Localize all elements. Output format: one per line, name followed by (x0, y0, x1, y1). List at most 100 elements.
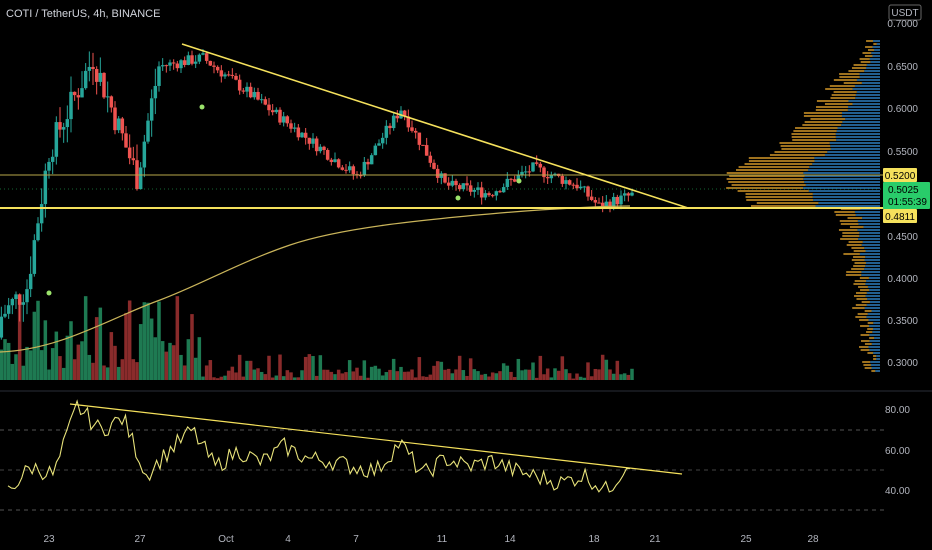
rsi-scale[interactable]: 80.00 60.00 40.00 (885, 405, 910, 497)
volume-profile-bar (860, 289, 870, 291)
volume-profile-bar (804, 175, 880, 177)
candle-body (54, 122, 59, 157)
candle-body (479, 187, 484, 198)
volume-profile-bar (780, 145, 831, 147)
volume-bar (626, 374, 631, 380)
volume-profile-bar (876, 358, 880, 360)
volume-bar (303, 356, 308, 380)
volume-bar (32, 311, 37, 380)
volume-bar (472, 369, 477, 380)
candle-body (457, 185, 462, 190)
volume-bar (54, 331, 59, 380)
candle-body (377, 143, 381, 146)
volume-profile-bar (871, 343, 880, 345)
volume-bar (450, 373, 455, 380)
volume-bar (21, 365, 26, 380)
volume-bar (340, 373, 345, 380)
volume-bar (373, 365, 378, 380)
candle-body (175, 63, 180, 69)
time-axis[interactable]: 23 27 Oct 4 7 11 14 18 21 25 28 (43, 534, 819, 545)
candle-body (424, 145, 429, 156)
time-tick-label: 27 (134, 534, 146, 545)
volume-bar (505, 365, 510, 380)
volume-profile-bar (729, 175, 805, 177)
price-tick-label: 0.5500 (887, 147, 918, 158)
volume-profile-bar (851, 268, 865, 270)
volume-bar (395, 371, 400, 380)
candle-body (630, 192, 634, 196)
volume-profile-bar (851, 259, 865, 261)
volume-bar (285, 370, 290, 380)
volume-profile-bar (869, 337, 875, 339)
volume-profile-bar (869, 58, 880, 60)
volume-profile-bar (853, 283, 866, 285)
volume-bar (318, 355, 323, 380)
candle-body (432, 162, 436, 169)
volume-profile-bar (737, 190, 809, 192)
volume-bar (102, 365, 106, 380)
candle-body (69, 91, 73, 120)
volume-bar (39, 350, 44, 380)
candle-body (347, 166, 352, 171)
volume-profile-bar (873, 322, 880, 324)
volume-profile-bar (836, 139, 880, 141)
candle-body (538, 163, 543, 168)
volume-bar (586, 362, 590, 380)
candle-body (402, 110, 407, 117)
volume-profile-bar (854, 295, 866, 297)
candle-body (417, 132, 422, 145)
volume-profile-bar (808, 169, 880, 171)
volume-bar (369, 366, 374, 380)
candle-body (237, 79, 242, 91)
candle-body (234, 75, 238, 80)
volume-profile-bar (839, 220, 858, 222)
price-scale[interactable]: 0.7000 0.6500 0.6000 0.5500 0.4500 0.4000 0.35… (887, 19, 918, 369)
candle-body (201, 53, 205, 55)
volume-bar (252, 369, 257, 380)
volume-bar (289, 372, 293, 380)
volume-profile-bar (855, 94, 880, 96)
volume-bar (490, 372, 495, 380)
rsi-trendline (69, 403, 683, 475)
volume-bar (36, 300, 40, 380)
candle-body (542, 167, 546, 178)
candle-body (113, 107, 117, 131)
candle-body (28, 273, 33, 290)
candle-body (325, 149, 330, 160)
time-tick-label: 7 (353, 534, 359, 545)
candle-body (615, 196, 620, 205)
volume-bar (219, 376, 224, 380)
currency-badge[interactable]: USDT (888, 4, 922, 21)
volume-profile-bar (840, 223, 859, 225)
volume-bar (278, 354, 282, 380)
volume-bar (120, 359, 125, 380)
candle-body (626, 193, 631, 196)
candle-body (281, 116, 286, 123)
volume-bar (10, 363, 15, 380)
time-tick-label: 23 (43, 534, 55, 545)
candle-body (498, 191, 502, 193)
candle-body (560, 175, 565, 184)
candle-body (534, 162, 539, 164)
volume-bar (281, 376, 286, 380)
volume-profile-bar (865, 256, 880, 258)
volume-profile-bar (774, 151, 828, 153)
candle-body (149, 98, 154, 121)
volume-profile-bar (736, 169, 809, 171)
volume-bar (171, 345, 176, 380)
time-tick-label: 14 (504, 534, 516, 545)
volume-bar (622, 373, 627, 380)
candle-body (208, 60, 213, 66)
volume-bar (190, 314, 194, 380)
volume-profile-bar (860, 325, 870, 327)
candle-body (32, 240, 37, 274)
volume-bar (47, 369, 51, 380)
volume-profile-bar (852, 103, 880, 105)
volume-bar (465, 375, 469, 380)
volume-bar (476, 371, 480, 380)
volume-profile-bar (818, 202, 880, 204)
volume-bar (351, 371, 356, 380)
volume-bar (230, 366, 235, 380)
volume-profile-bar (846, 244, 862, 246)
